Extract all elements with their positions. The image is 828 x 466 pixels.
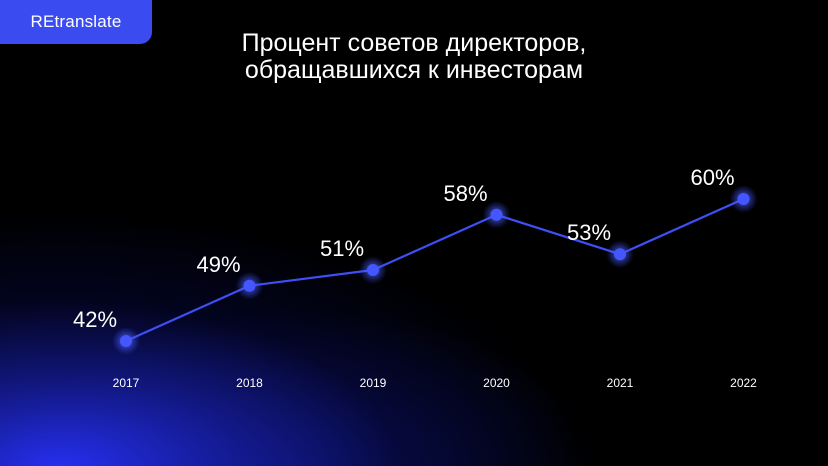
data-point-2019 xyxy=(367,264,379,276)
data-point-2017 xyxy=(120,335,132,347)
series-line xyxy=(125,197,744,343)
data-label-2019: 51% xyxy=(320,236,364,261)
data-point-2021 xyxy=(614,248,626,261)
data-point-2020 xyxy=(490,208,503,221)
brand-badge: REtranslate xyxy=(0,0,152,44)
data-point-2022 xyxy=(737,193,750,205)
x-tick-2020: 2020 xyxy=(483,376,510,390)
chart-title: Процент советов директоров, обращавшихся… xyxy=(0,30,828,84)
x-tick-2022: 2022 xyxy=(730,376,757,390)
data-point-2018 xyxy=(243,279,256,292)
x-tick-2019: 2019 xyxy=(360,376,387,390)
data-label-2022: 60% xyxy=(690,165,734,190)
data-label-2020: 58% xyxy=(443,181,487,206)
data-label-2018: 49% xyxy=(196,252,240,277)
brand-label: REtranslate xyxy=(30,12,122,31)
x-tick-2018: 2018 xyxy=(236,376,263,390)
chart-title-line-2: обращавшихся к инвесторам xyxy=(244,56,584,84)
x-tick-2017: 2017 xyxy=(113,376,140,390)
data-label-2017: 42% xyxy=(73,307,117,332)
x-tick-2021: 2021 xyxy=(607,376,634,390)
chart-title-line-1: Процент советов директоров, xyxy=(241,29,587,57)
data-label-2021: 53% xyxy=(567,220,611,245)
